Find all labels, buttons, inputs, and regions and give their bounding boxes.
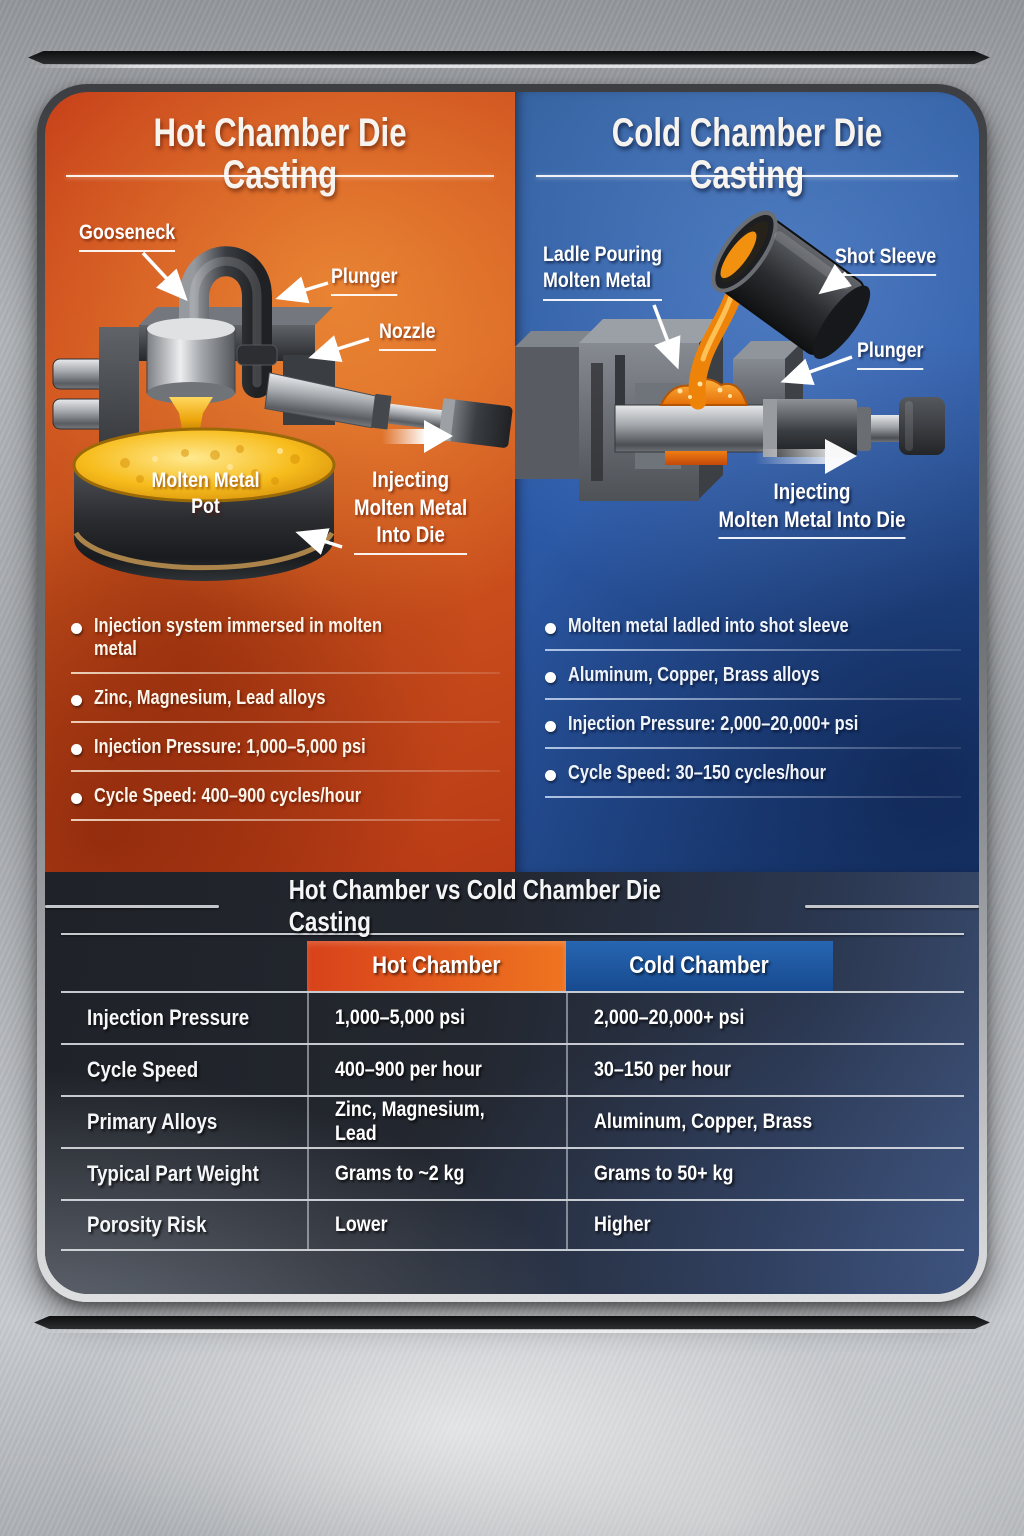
hot-chamber-column-header: Hot Chamber [307,941,566,991]
pipe-stub [52,398,108,430]
metal-biscuit [665,451,727,465]
bullet-item: Cycle Speed: 400–900 cycles/hour [71,780,502,821]
bullet-item: Injection system immersed in molten meta… [71,610,502,674]
flow-arrow-icon [755,439,857,474]
plunger-rod [871,415,901,442]
ladle-leader-arrow [652,304,681,370]
ladle-cup [711,210,871,359]
title-dash [45,904,220,908]
diagram-split: Hot Chamber Die Casting [45,92,979,872]
cold-bullet-list: Molten metal ladled into shot sleeve Alu… [545,610,963,806]
molten-metal-pot-label: Molten Metal Pot [151,469,260,519]
bullet-icon [71,695,82,706]
injecting-label: Injecting Molten Metal Into Die [690,478,934,539]
clamp-block [733,359,785,423]
bullet-item: Zinc, Magnesium, Lead alloys [71,682,502,723]
bullet-icon [545,623,556,634]
cold-chamber-column-header: Cold Chamber [566,941,833,991]
bullet-icon [545,721,556,732]
gooseneck-label: Gooseneck [79,220,192,253]
bullet-icon [545,672,556,683]
comparison-table: Hot Chamber Cold Chamber Injection Press… [61,941,964,1251]
shot-sleeve-cylinder [614,404,766,453]
bullet-item: Injection Pressure: 2,000–20,000+ psi [545,708,963,749]
bullet-icon [71,623,82,634]
plunger-cylinder [146,328,236,394]
cold-title: Cold Chamber Die Casting [611,111,883,197]
injecting-label: Injecting Molten Metal Into Die [317,466,505,555]
hot-bullet-list: Injection system immersed in molten meta… [71,610,502,829]
table-row: Cycle Speed 400–900 per hour 30–150 per … [61,1043,964,1095]
hot-title-rule [66,175,494,177]
cold-chamber-panel: Cold Chamber Die Casting [515,92,979,872]
title-dash [804,904,979,908]
gooseneck-pipe [179,246,272,398]
top-groove-slot [28,51,990,68]
comparison-table-section: Hot Chamber vs Cold Chamber Die Casting … [45,872,979,1294]
plunger-knob [899,397,945,455]
molten-metal-pool [659,378,749,406]
bullet-icon [71,744,82,755]
nozzle-assembly [264,372,513,448]
infographic-panel: Hot Chamber Die Casting [37,84,987,1302]
plunger-label: Plunger [331,264,409,297]
table-row: Porosity Risk Lower Higher [61,1199,964,1251]
table-row: Typical Part Weight Grams to ~2 kg Grams… [61,1147,964,1199]
pipe-stub [52,358,108,390]
ladle-label: Ladle Pouring Molten Metal [543,242,683,301]
hot-chamber-panel: Hot Chamber Die Casting [45,92,515,872]
nozzle-leader-arrow [308,335,370,362]
plunger-leader-arrow [275,276,329,304]
table-row: Primary Alloys Zinc, Magnesium, Lead Alu… [61,1095,964,1147]
bullet-item: Aluminum, Copper, Brass alloys [545,659,963,700]
plunger-tip [169,397,213,439]
hot-title: Hot Chamber Die Casting [153,111,407,197]
comparison-title-row: Hot Chamber vs Cold Chamber Die Casting [45,874,979,937]
bottom-groove-slot [34,1316,990,1333]
table-header-row: Hot Chamber Cold Chamber [61,941,964,991]
pour-stream [688,270,748,410]
housing-top [139,325,315,361]
cold-title-rule [536,175,958,177]
bullet-item: Injection Pressure: 1,000–5,000 psi [71,731,502,772]
shot-sleeve-label: Shot Sleeve [835,244,954,277]
flow-arrow-icon [382,420,453,453]
table-row: Injection Pressure 1,000–5,000 psi 2,000… [61,991,964,1043]
pipe-collar [236,344,278,366]
bullet-icon [545,770,556,781]
nozzle-label: Nozzle [379,319,446,352]
plunger-label: Plunger [857,338,935,371]
header-spacer [61,941,307,991]
comparison-title: Hot Chamber vs Cold Chamber Die Casting [289,874,662,937]
bullet-item: Cycle Speed: 30–150 cycles/hour [545,757,963,798]
comparison-rule [61,933,964,935]
bullet-icon [71,793,82,804]
gooseneck-leader-arrow [141,251,188,302]
plunger-leader-arrow [780,355,853,386]
bullet-item: Molten metal ladled into shot sleeve [545,610,963,651]
die-block [579,343,699,501]
